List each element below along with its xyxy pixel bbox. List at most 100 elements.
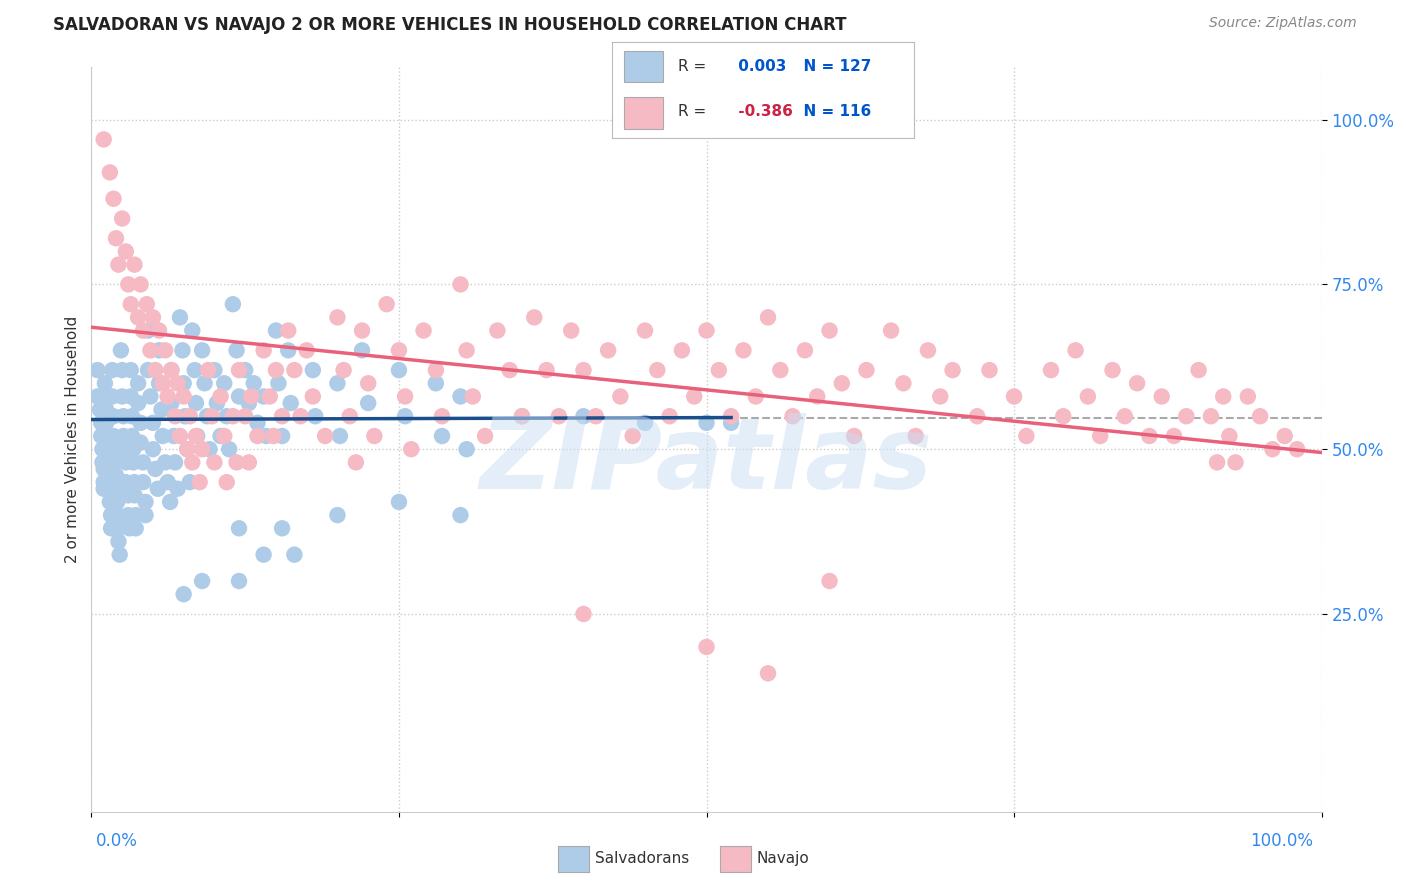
Point: [1088, 429, 1111, 443]
Point: [430, 429, 453, 443]
Point: [201, 409, 224, 424]
Point: [449, 277, 471, 292]
Point: [917, 343, 939, 358]
Point: [111, 363, 134, 377]
Point: [93, 132, 115, 146]
Point: [733, 343, 755, 358]
Point: [105, 508, 128, 522]
Text: ZIPatlas: ZIPatlas: [479, 413, 934, 510]
Point: [253, 389, 276, 403]
Point: [179, 409, 201, 424]
Point: [388, 343, 411, 358]
Point: [596, 343, 619, 358]
Point: [1199, 409, 1222, 424]
Point: [1274, 429, 1296, 443]
Point: [135, 495, 156, 509]
Point: [1150, 389, 1173, 403]
Point: [163, 429, 186, 443]
Point: [176, 442, 198, 457]
Point: [127, 310, 149, 325]
Point: [205, 396, 228, 410]
Point: [195, 409, 218, 424]
Point: [114, 442, 136, 457]
Point: [91, 442, 114, 457]
Point: [456, 343, 478, 358]
Point: [184, 396, 207, 410]
Point: [173, 376, 195, 391]
Point: [136, 324, 159, 338]
Point: [720, 416, 742, 430]
Point: [326, 376, 349, 391]
Text: Salvadorans: Salvadorans: [595, 852, 689, 866]
Point: [114, 475, 138, 490]
Point: [136, 363, 159, 377]
Point: [262, 429, 284, 443]
Point: [105, 231, 127, 245]
Point: [228, 574, 250, 588]
Point: [166, 482, 188, 496]
Point: [645, 363, 669, 377]
Point: [585, 409, 607, 424]
Point: [142, 310, 165, 325]
Point: [93, 482, 115, 496]
Point: [394, 389, 416, 403]
Point: [191, 574, 214, 588]
Point: [152, 429, 174, 443]
Point: [352, 324, 374, 338]
Point: [222, 297, 245, 311]
Point: [122, 442, 145, 457]
Point: [96, 402, 117, 417]
Point: [264, 324, 287, 338]
Point: [430, 409, 453, 424]
Point: [233, 363, 256, 377]
Point: [238, 455, 260, 469]
Point: [124, 508, 146, 522]
Point: [388, 363, 411, 377]
Point: [96, 416, 117, 430]
Point: [108, 548, 131, 562]
Point: [112, 429, 135, 443]
Point: [329, 429, 352, 443]
Point: [1187, 363, 1209, 377]
Point: [449, 508, 471, 522]
Point: [181, 324, 204, 338]
Point: [129, 277, 152, 292]
Point: [89, 402, 111, 417]
Point: [225, 455, 247, 469]
Point: [186, 429, 208, 443]
Point: [253, 343, 276, 358]
Point: [193, 376, 217, 391]
Point: [104, 455, 127, 469]
Point: [510, 409, 533, 424]
Point: [547, 409, 569, 424]
Point: [160, 363, 183, 377]
Point: [121, 409, 143, 424]
Point: [271, 429, 294, 443]
Point: [831, 376, 853, 391]
Point: [941, 363, 963, 377]
Point: [172, 343, 194, 358]
Point: [86, 389, 108, 403]
Point: [966, 409, 988, 424]
Point: [228, 521, 250, 535]
Point: [1052, 409, 1074, 424]
Point: [264, 363, 287, 377]
Point: [117, 277, 139, 292]
Point: [1261, 442, 1284, 457]
Point: [212, 376, 235, 391]
Point: [720, 409, 742, 424]
Point: [225, 343, 247, 358]
Point: [191, 442, 214, 457]
Point: [132, 324, 155, 338]
Point: [202, 455, 225, 469]
Point: [634, 324, 657, 338]
Text: -0.386: -0.386: [733, 104, 793, 120]
Point: [105, 482, 127, 496]
Point: [104, 442, 127, 457]
Point: [842, 429, 865, 443]
Point: [1249, 409, 1271, 424]
Point: [105, 495, 128, 509]
Point: [156, 475, 179, 490]
Point: [96, 442, 118, 457]
Point: [181, 455, 204, 469]
